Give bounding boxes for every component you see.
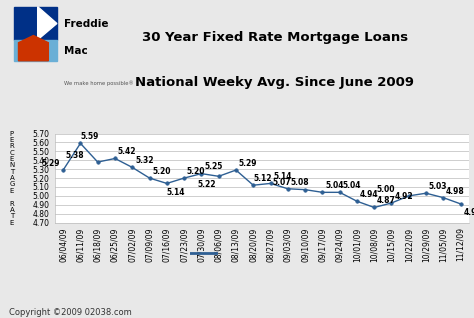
Text: 5.08: 5.08 [291,177,309,187]
Text: R: R [9,143,14,149]
Polygon shape [37,7,57,40]
Bar [14,40,57,61]
Text: R: R [9,201,14,206]
Text: G: G [9,182,15,187]
Text: Copyright ©2009 02038.com: Copyright ©2009 02038.com [9,308,132,317]
Text: 4.98: 4.98 [446,186,465,196]
Text: 4.87: 4.87 [377,196,396,205]
Text: E: E [9,156,14,162]
Text: 5.12: 5.12 [253,174,272,183]
Text: A: A [9,175,14,181]
Text: T: T [10,213,14,219]
Text: A: A [9,207,14,213]
Text: 5.29: 5.29 [239,159,257,168]
Text: P: P [10,131,14,136]
Text: 4.91: 4.91 [464,208,474,217]
Text: 5.04: 5.04 [325,181,344,190]
Text: T: T [10,169,14,175]
Text: 5.38: 5.38 [65,151,84,160]
Polygon shape [18,36,48,61]
Text: Mac: Mac [64,46,88,56]
Text: C: C [9,150,14,156]
Text: 5.07: 5.07 [273,178,291,188]
Text: 5.25: 5.25 [204,162,223,171]
Text: Freddie: Freddie [64,19,109,29]
Text: 5.14: 5.14 [167,188,185,197]
Text: 5.20: 5.20 [187,167,205,176]
Text: National Weeky Avg. Since June 2009: National Weeky Avg. Since June 2009 [136,76,414,89]
Text: 5.29: 5.29 [42,159,60,168]
Text: 4.94: 4.94 [360,190,378,199]
Text: We make home possible®: We make home possible® [64,80,134,86]
Text: 5.14: 5.14 [273,172,292,181]
Text: 5.04: 5.04 [342,181,361,190]
Bar [14,7,57,40]
Text: 5.32: 5.32 [135,156,154,165]
Text: N: N [9,162,15,168]
Text: 30 Year Fixed Rate Mortgage Loans: 30 Year Fixed Rate Mortgage Loans [142,31,408,44]
Text: 4.92: 4.92 [394,192,413,201]
Text: 5.20: 5.20 [152,167,171,176]
Text: 5.03: 5.03 [429,182,447,191]
Text: E: E [9,220,14,225]
Text: E: E [9,188,14,194]
Text: 5.59: 5.59 [81,132,99,141]
Text: 5.42: 5.42 [118,147,136,156]
Text: 5.00: 5.00 [376,185,395,194]
Text: E: E [9,137,14,143]
Text: 5.22: 5.22 [197,180,216,190]
